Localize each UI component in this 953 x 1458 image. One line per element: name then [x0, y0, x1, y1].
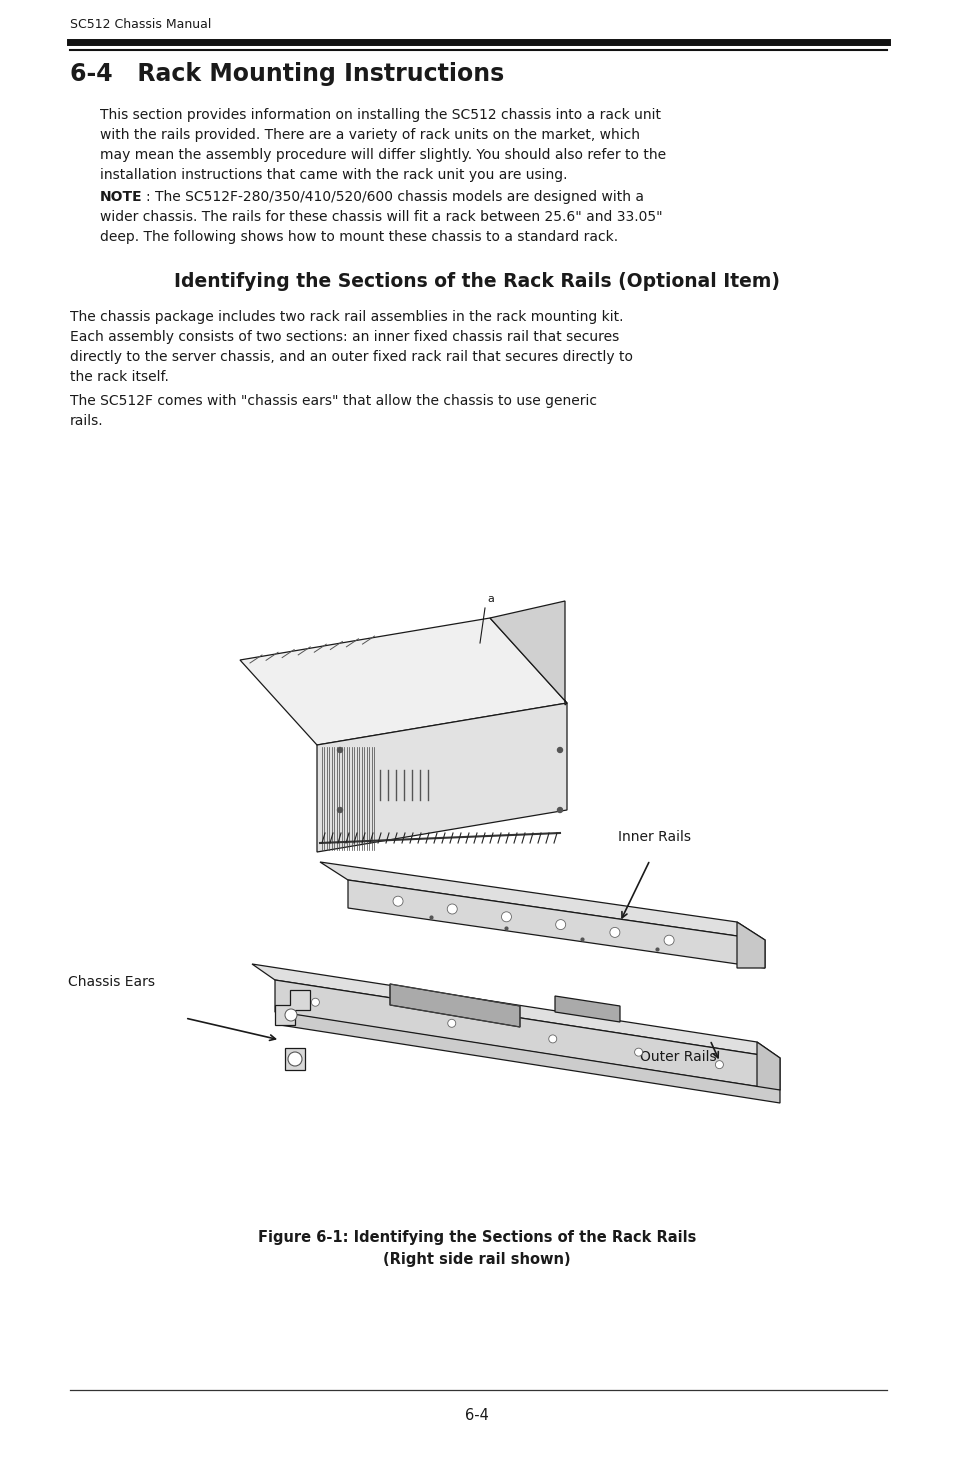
Polygon shape — [319, 862, 764, 940]
Polygon shape — [490, 601, 566, 706]
Text: 6-4: 6-4 — [464, 1408, 489, 1423]
Circle shape — [337, 808, 342, 812]
Polygon shape — [274, 980, 780, 1091]
Circle shape — [609, 927, 619, 937]
Circle shape — [715, 1060, 722, 1069]
Text: with the rails provided. There are a variety of rack units on the market, which: with the rails provided. There are a var… — [100, 128, 639, 141]
Circle shape — [393, 897, 402, 907]
Polygon shape — [348, 881, 764, 968]
Text: Outer Rails: Outer Rails — [639, 1050, 716, 1064]
Circle shape — [663, 935, 674, 945]
Text: wider chassis. The rails for these chassis will fit a rack between 25.6" and 33.: wider chassis. The rails for these chass… — [100, 210, 662, 225]
Text: a: a — [486, 593, 494, 604]
Text: : The SC512F-280/350/410/520/600 chassis models are designed with a: : The SC512F-280/350/410/520/600 chassis… — [146, 190, 643, 204]
Polygon shape — [390, 984, 519, 1026]
Text: Identifying the Sections of the Rack Rails (Optional Item): Identifying the Sections of the Rack Rai… — [173, 273, 780, 292]
Polygon shape — [316, 703, 566, 851]
Circle shape — [447, 904, 456, 914]
Text: rails.: rails. — [70, 414, 103, 429]
Text: The SC512F comes with "chassis ears" that allow the chassis to use generic: The SC512F comes with "chassis ears" tha… — [70, 394, 596, 408]
Polygon shape — [274, 990, 310, 1025]
Text: directly to the server chassis, and an outer fixed rack rail that secures direct: directly to the server chassis, and an o… — [70, 350, 632, 364]
Text: Chassis Ears: Chassis Ears — [68, 975, 154, 989]
Text: deep. The following shows how to mount these chassis to a standard rack.: deep. The following shows how to mount t… — [100, 230, 618, 243]
Polygon shape — [240, 618, 566, 745]
Polygon shape — [757, 1042, 780, 1092]
Text: This section provides information on installing the SC512 chassis into a rack un: This section provides information on ins… — [100, 108, 660, 122]
Text: Figure 6-1: Identifying the Sections of the Rack Rails: Figure 6-1: Identifying the Sections of … — [257, 1231, 696, 1245]
Polygon shape — [280, 1012, 780, 1104]
Text: installation instructions that came with the rack unit you are using.: installation instructions that came with… — [100, 168, 567, 182]
Text: The chassis package includes two rack rail assemblies in the rack mounting kit.: The chassis package includes two rack ra… — [70, 311, 622, 324]
Circle shape — [288, 1053, 302, 1066]
Circle shape — [337, 748, 342, 752]
Circle shape — [447, 1019, 456, 1028]
Text: NOTE: NOTE — [100, 190, 143, 204]
Polygon shape — [252, 964, 780, 1059]
Text: SC512 Chassis Manual: SC512 Chassis Manual — [70, 17, 211, 31]
Polygon shape — [555, 996, 619, 1022]
Circle shape — [548, 1035, 557, 1042]
Text: may mean the assembly procedure will differ slightly. You should also refer to t: may mean the assembly procedure will dif… — [100, 149, 665, 162]
Polygon shape — [737, 921, 764, 968]
Circle shape — [285, 1009, 296, 1021]
Text: Inner Rails: Inner Rails — [618, 830, 690, 844]
Text: Each assembly consists of two sections: an inner fixed chassis rail that secures: Each assembly consists of two sections: … — [70, 330, 618, 344]
Text: (Right side rail shown): (Right side rail shown) — [383, 1252, 570, 1267]
Circle shape — [555, 920, 565, 930]
Circle shape — [634, 1048, 642, 1056]
Circle shape — [557, 808, 562, 812]
Circle shape — [557, 748, 562, 752]
Text: the rack itself.: the rack itself. — [70, 370, 169, 383]
Polygon shape — [285, 1048, 305, 1070]
Circle shape — [501, 911, 511, 921]
Circle shape — [311, 999, 319, 1006]
Text: 6-4   Rack Mounting Instructions: 6-4 Rack Mounting Instructions — [70, 63, 503, 86]
